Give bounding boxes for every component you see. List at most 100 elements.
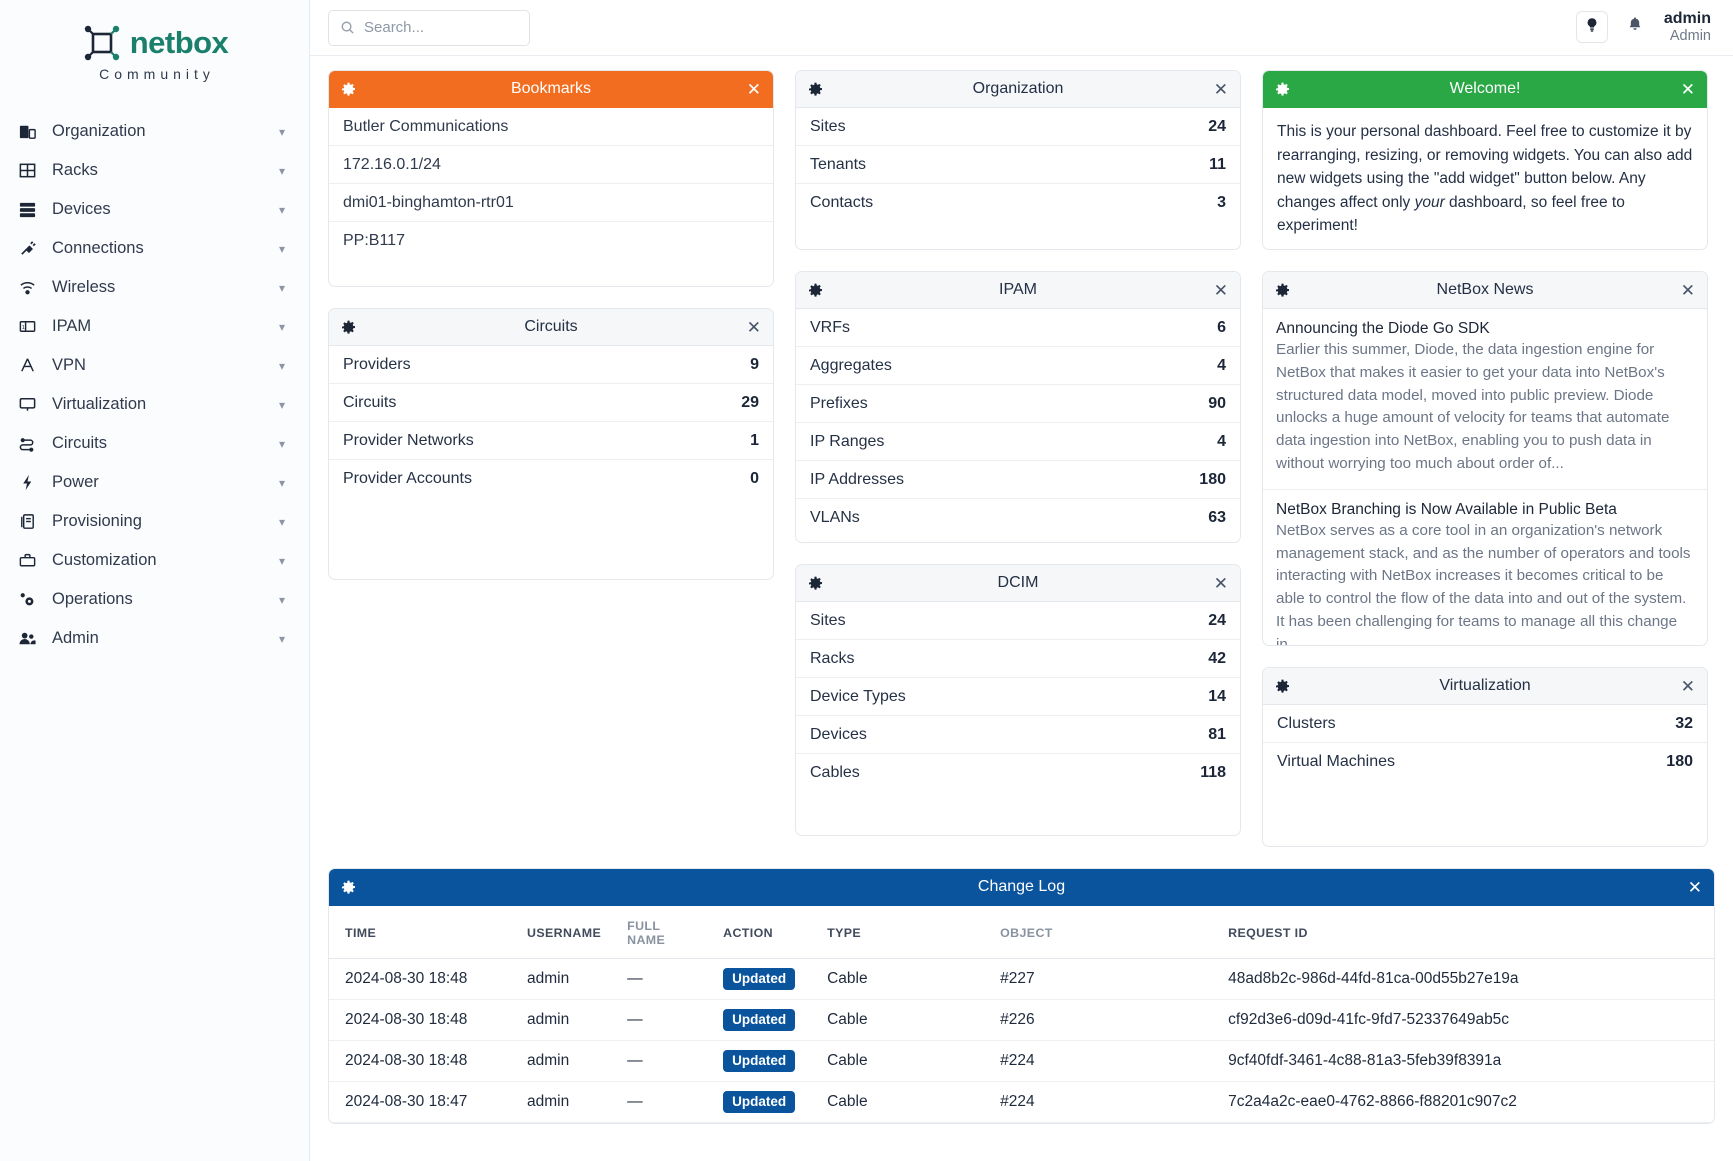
sidebar-item-vpn[interactable]: VPN ▾ — [0, 346, 309, 385]
table-row[interactable]: 2024-08-30 18:48 admin — Updated Cable #… — [329, 958, 1714, 1000]
close-icon[interactable]: ✕ — [746, 317, 761, 337]
list-item[interactable]: Prefixes 90 — [796, 385, 1240, 423]
chevron-down-icon: ▾ — [278, 436, 285, 451]
theme-toggle-button[interactable] — [1575, 11, 1608, 44]
list-item[interactable]: Tenants 11 — [796, 146, 1240, 184]
list-item[interactable]: Sites 24 — [796, 602, 1240, 640]
table-row[interactable]: 2024-08-30 18:47 admin — Updated Cable #… — [329, 1081, 1714, 1123]
cell-time[interactable]: 2024-08-30 18:48 — [329, 958, 511, 1000]
sidebar-item-organization[interactable]: Organization ▾ — [0, 112, 309, 151]
list-item[interactable]: Sites 24 — [796, 108, 1240, 146]
list-item[interactable]: Contacts 3 — [796, 184, 1240, 222]
virtualization-icon — [18, 395, 44, 414]
cell-request-id[interactable]: 9cf40fdf-3461-4c88-81a3-5feb39f8391a — [1212, 1040, 1714, 1082]
list-item[interactable]: dmi01-binghamton-rtr01 — [329, 184, 773, 222]
sidebar-item-wireless[interactable]: Wireless ▾ — [0, 268, 309, 307]
sidebar-item-provisioning[interactable]: Provisioning ▾ — [0, 502, 309, 541]
column-header-type[interactable]: TYPE — [811, 906, 985, 959]
gear-icon[interactable] — [341, 880, 356, 895]
cell-object[interactable]: #227 — [984, 958, 1213, 1000]
sidebar-item-label: Wireless — [52, 278, 116, 296]
cell-object[interactable]: #226 — [984, 999, 1213, 1041]
brand-block[interactable]: netbox Community — [0, 8, 309, 98]
close-icon[interactable]: ✕ — [1680, 280, 1695, 300]
gear-icon[interactable] — [808, 82, 823, 97]
gear-icon[interactable] — [1275, 82, 1290, 97]
welcome-text: This is your personal dashboard. Feel fr… — [1263, 108, 1707, 249]
close-icon[interactable]: ✕ — [1213, 573, 1228, 593]
gear-icon[interactable] — [1275, 679, 1290, 694]
list-item[interactable]: Aggregates 4 — [796, 347, 1240, 385]
list-item[interactable]: Provider Accounts 0 — [329, 460, 773, 498]
list-item[interactable]: Device Types 14 — [796, 678, 1240, 716]
widget-title: NetBox News — [1436, 281, 1534, 298]
list-item[interactable]: PP:B117 — [329, 222, 773, 260]
list-item[interactable]: Devices 81 — [796, 716, 1240, 754]
gear-icon[interactable] — [808, 283, 823, 298]
cell-request-id[interactable]: cf92d3e6-d09d-41fc-9fd7-52337649ab5c — [1212, 999, 1714, 1041]
list-item[interactable]: VLANs 63 — [796, 499, 1240, 537]
close-icon[interactable]: ✕ — [1680, 79, 1695, 99]
cell-object[interactable]: #224 — [984, 1040, 1213, 1082]
sidebar-item-admin[interactable]: Admin ▾ — [0, 619, 309, 658]
widget-header: DCIM ✕ — [796, 565, 1240, 602]
sidebar-item-customization[interactable]: Customization ▾ — [0, 541, 309, 580]
search-input[interactable]: Search... — [328, 9, 530, 46]
list-item[interactable]: NetBox Branching is Now Available in Pub… — [1263, 490, 1707, 645]
stat-value: 9 — [750, 355, 759, 373]
close-icon[interactable]: ✕ — [1687, 877, 1702, 897]
column-header-request-id[interactable]: REQUEST ID — [1212, 906, 1714, 959]
list-item[interactable]: Clusters 32 — [1263, 705, 1707, 743]
column-header-time[interactable]: TIME — [329, 906, 511, 959]
cell-type: Cable — [811, 999, 985, 1041]
gear-icon[interactable] — [808, 576, 823, 591]
cell-time[interactable]: 2024-08-30 18:48 — [329, 999, 511, 1041]
close-icon[interactable]: ✕ — [1213, 79, 1228, 99]
close-icon[interactable]: ✕ — [1680, 676, 1695, 696]
gear-icon[interactable] — [341, 320, 356, 335]
list-item[interactable]: IP Ranges 4 — [796, 423, 1240, 461]
main-area: Search... admin Admin — [310, 0, 1733, 1161]
list-item[interactable]: Providers 9 — [329, 346, 773, 384]
stat-label: Sites — [810, 611, 846, 629]
column-header-action[interactable]: ACTION — [707, 906, 812, 959]
user-menu[interactable]: admin Admin — [1664, 9, 1711, 46]
list-item[interactable]: Racks 42 — [796, 640, 1240, 678]
list-item[interactable]: Virtual Machines 180 — [1263, 743, 1707, 781]
cell-time[interactable]: 2024-08-30 18:48 — [329, 1040, 511, 1082]
sidebar-item-racks[interactable]: Racks ▾ — [0, 151, 309, 190]
stat-label: Circuits — [343, 393, 397, 411]
list-item[interactable]: Cables 118 — [796, 754, 1240, 792]
table-row[interactable]: 2024-08-30 18:48 admin — Updated Cable #… — [329, 1040, 1714, 1082]
cell-time[interactable]: 2024-08-30 18:47 — [329, 1081, 511, 1123]
list-item[interactable]: Circuits 29 — [329, 384, 773, 422]
close-icon[interactable]: ✕ — [746, 79, 761, 99]
list-item[interactable]: IP Addresses 180 — [796, 461, 1240, 499]
column-header-full-name[interactable]: FULL NAME — [611, 906, 708, 959]
widget-body: Announcing the Diode Go SDK Earlier this… — [1263, 309, 1707, 645]
cell-request-id[interactable]: 7c2a4a2c-eae0-4762-8866-f88201c907c2 — [1212, 1081, 1714, 1123]
list-item[interactable]: Provider Networks 1 — [329, 422, 773, 460]
column-header-username[interactable]: USERNAME — [511, 906, 612, 959]
widget-body: Sites 24 Racks 42 Device Types 14 Devices 81… — [796, 602, 1240, 792]
sidebar-item-power[interactable]: Power ▾ — [0, 463, 309, 502]
list-item[interactable]: 172.16.0.1/24 — [329, 146, 773, 184]
table-row[interactable]: 2024-08-30 18:48 admin — Updated Cable #… — [329, 999, 1714, 1041]
column-header-object[interactable]: OBJECT — [984, 906, 1213, 959]
sidebar-item-circuits[interactable]: Circuits ▾ — [0, 424, 309, 463]
cell-object[interactable]: #224 — [984, 1081, 1213, 1123]
close-icon[interactable]: ✕ — [1213, 280, 1228, 300]
sidebar-item-virtualization[interactable]: Virtualization ▾ — [0, 385, 309, 424]
gear-icon[interactable] — [1275, 283, 1290, 298]
list-item[interactable]: Announcing the Diode Go SDK Earlier this… — [1263, 309, 1707, 490]
stat-value: 4 — [1217, 356, 1226, 374]
sidebar-item-ipam[interactable]: 1 IPAM ▾ — [0, 307, 309, 346]
list-item[interactable]: Butler Communications — [329, 108, 773, 146]
list-item[interactable]: VRFs 6 — [796, 309, 1240, 347]
sidebar-item-operations[interactable]: Operations ▾ — [0, 580, 309, 619]
cell-request-id[interactable]: 48ad8b2c-986d-44fd-81ca-00d55b27e19a — [1212, 958, 1714, 1000]
sidebar-item-devices[interactable]: Devices ▾ — [0, 190, 309, 229]
sidebar-item-connections[interactable]: Connections ▾ — [0, 229, 309, 268]
gear-icon[interactable] — [341, 82, 356, 97]
notifications-button[interactable] — [1621, 12, 1649, 42]
